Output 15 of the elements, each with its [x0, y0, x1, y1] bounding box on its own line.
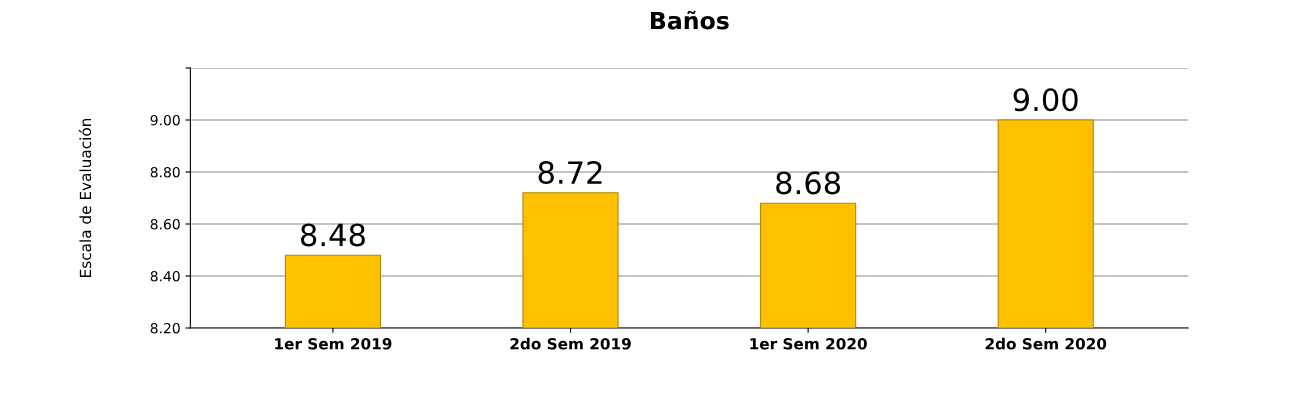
chart-title: Baños	[650, 10, 729, 30]
data-label: 8.48	[300, 223, 365, 247]
y-axis-title: Escala de Evaluación	[78, 118, 92, 277]
x-tick-label: 2do Sem 2019	[510, 337, 631, 350]
data-label: 9.00	[1013, 88, 1078, 112]
y-tick-label: 8.60	[150, 218, 180, 230]
y-tick-label: 8.20	[150, 322, 180, 334]
y-tick-label: 9.00	[150, 114, 180, 126]
data-label: 8.72	[538, 160, 602, 185]
data-label: 8.68	[776, 171, 841, 195]
y-tick-label: 8.80	[150, 166, 180, 178]
x-tick-label: 1er Sem 2020	[750, 337, 867, 350]
x-tick-label: 1er Sem 2019	[275, 337, 392, 350]
y-tick-label: 8.40	[150, 270, 180, 282]
x-tick-label: 2do Sem 2020	[985, 337, 1107, 350]
